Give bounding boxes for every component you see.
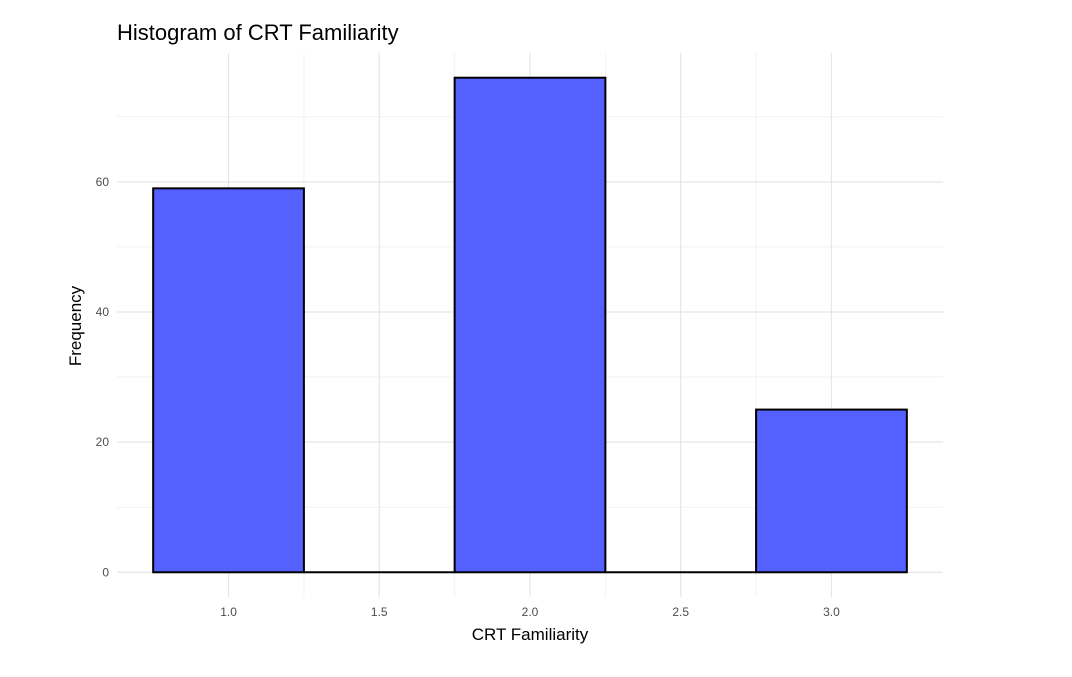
x-tick-label: 1.5 — [371, 605, 388, 619]
y-tick-label: 60 — [96, 175, 110, 189]
y-axis-title: Frequency — [66, 285, 85, 366]
x-tick-label: 1.0 — [220, 605, 237, 619]
x-tick-label: 2.0 — [522, 605, 539, 619]
histogram-bar — [453, 76, 607, 574]
x-tick-label: 2.5 — [672, 605, 689, 619]
x-tick-label: 3.0 — [823, 605, 840, 619]
histogram-bars — [152, 76, 908, 574]
y-tick-label: 0 — [102, 565, 109, 579]
histogram-bar — [152, 187, 305, 574]
x-axis-ticks: 1.0 1.5 2.0 2.5 3.0 — [220, 605, 840, 619]
y-tick-label: 40 — [96, 305, 110, 319]
chart-title: Histogram of CRT Familiarity — [117, 20, 399, 45]
histogram-bar — [755, 408, 908, 574]
y-tick-label: 20 — [96, 435, 110, 449]
y-axis-ticks: 0 20 40 60 — [96, 175, 110, 579]
x-axis-title: CRT Familiarity — [472, 625, 589, 644]
